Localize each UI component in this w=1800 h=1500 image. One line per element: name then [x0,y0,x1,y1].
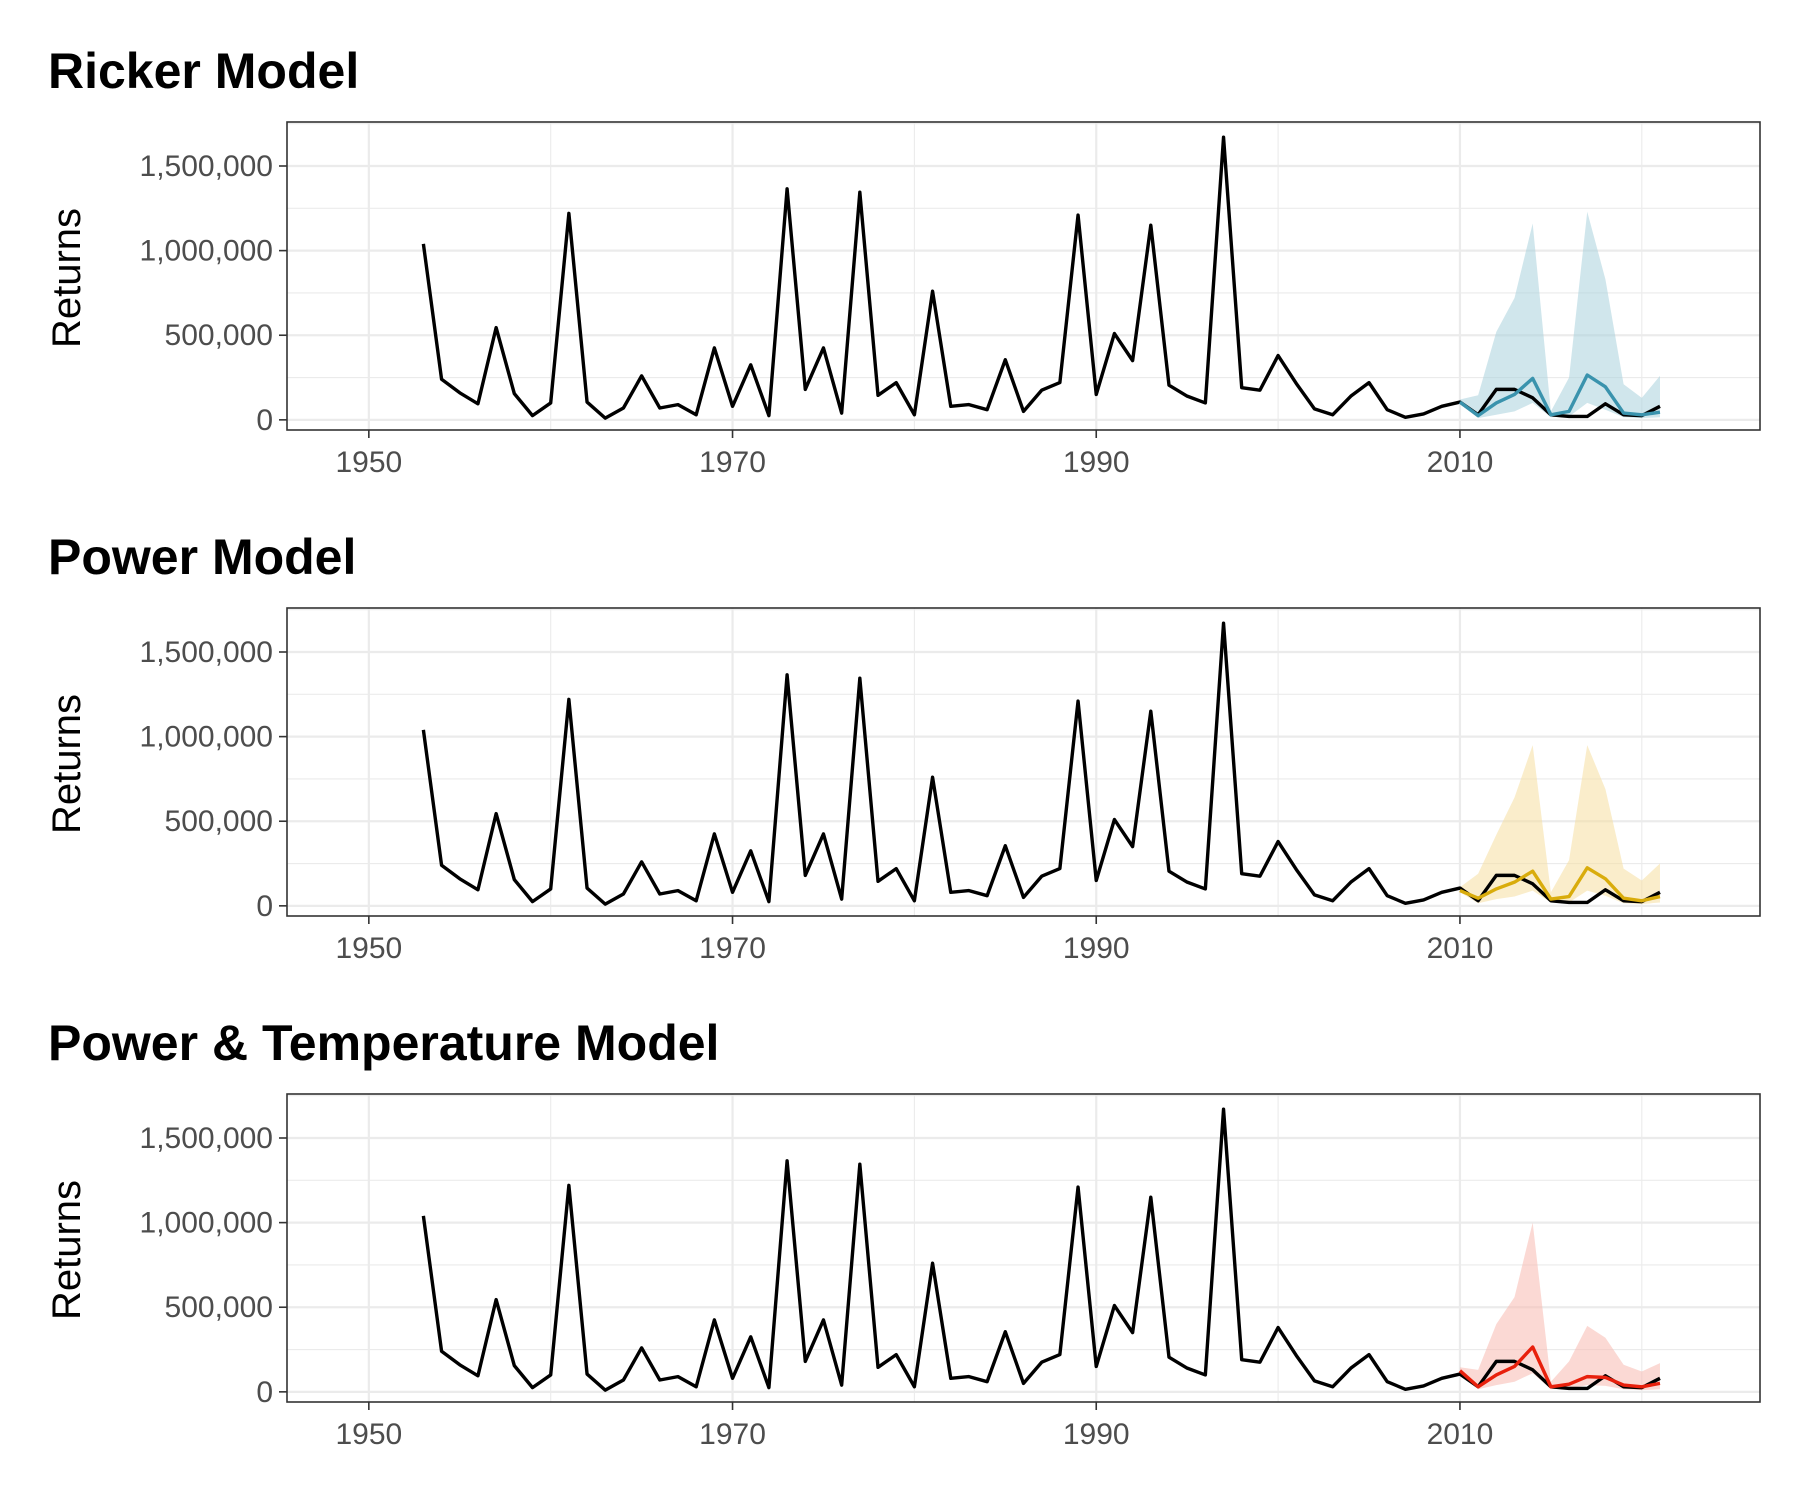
forecast-interval-band [1459,745,1660,905]
y-tick-label: 0 [256,890,273,923]
forecast-median-line [1459,866,1661,903]
x-tick-label: 1990 [1063,932,1130,965]
y-axis-label: Returns [45,694,89,834]
observed-returns-line [421,621,1661,906]
y-tick-label: 1,000,000 [140,1207,273,1240]
y-tick-label: 500,000 [165,1291,273,1324]
y-tick-label: 0 [256,404,273,437]
panel-border [286,1093,1761,1403]
observed-returns-line [421,1107,1661,1392]
x-tick-label: 1970 [699,932,766,965]
y-tick-label: 1,500,000 [140,636,273,669]
x-tick-label: 2010 [1427,446,1494,479]
y-tick-label: 500,000 [165,319,273,352]
x-tick-label: 1970 [699,1418,766,1451]
x-tick-label: 2010 [1427,932,1494,965]
x-tick-label: 1950 [335,446,402,479]
x-tick-label: 1950 [335,932,402,965]
forecast-interval-band [1459,211,1660,419]
forecast-median-line [1458,1345,1661,1389]
x-tick-label: 1950 [335,1418,402,1451]
x-tick-label: 1970 [699,446,766,479]
panel-border [286,607,1761,917]
y-tick-label: 1,500,000 [140,1122,273,1155]
y-axis-label: Returns [45,1180,89,1320]
x-tick-label: 1990 [1063,446,1130,479]
panel-title: Ricker Model [48,43,359,99]
forecast-median-line [1458,373,1661,418]
power-model-panel: Power Model Returns 1950 1970 1990 2010 0 500… [45,529,1761,965]
forecast-interval-band [1459,1222,1660,1391]
x-tick-label: 1990 [1063,1418,1130,1451]
y-tick-label: 0 [256,1376,273,1409]
y-tick-label: 1,000,000 [140,235,273,268]
y-tick-label: 1,500,000 [140,150,273,183]
power-temperature-model-panel: Power & Temperature Model Returns 1950 19… [45,1015,1761,1451]
y-tick-label: 1,000,000 [140,721,273,754]
x-tick-label: 2010 [1427,1418,1494,1451]
y-tick-label: 500,000 [165,805,273,838]
y-axis-label: Returns [45,208,89,348]
panel-title: Power Model [48,529,356,585]
observed-returns-line [421,135,1661,420]
ricker-model-panel: Ricker Model Returns 1950 1970 1990 2010 0 50… [45,43,1761,479]
panel-border [286,121,1761,431]
panel-title: Power & Temperature Model [48,1015,719,1071]
